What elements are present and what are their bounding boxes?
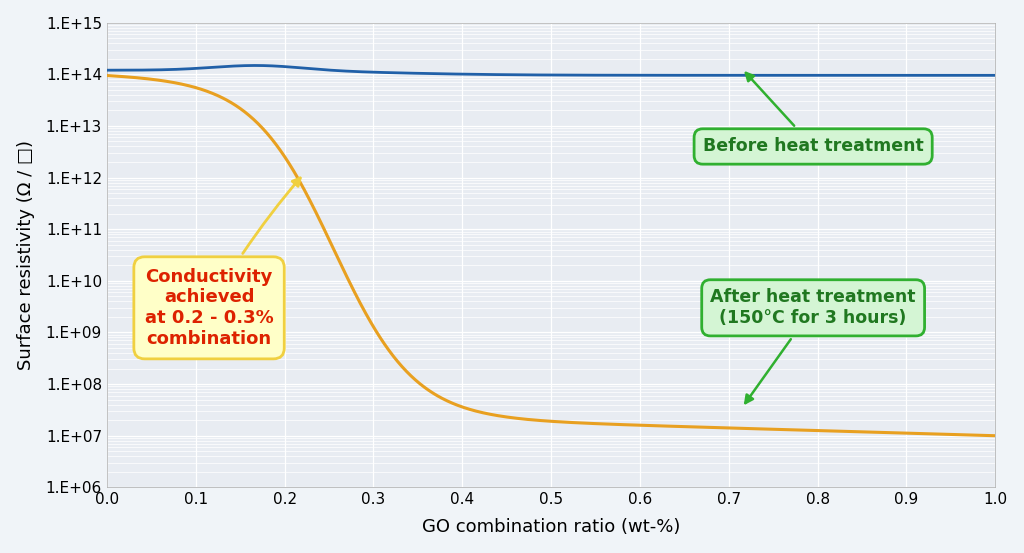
Text: Before heat treatment: Before heat treatment	[702, 73, 924, 155]
Text: After heat treatment
(150°C for 3 hours): After heat treatment (150°C for 3 hours)	[711, 289, 915, 403]
Y-axis label: Surface resistivity (Ω / □): Surface resistivity (Ω / □)	[16, 140, 35, 370]
Text: Conductivity
achieved
at 0.2 - 0.3%
combination: Conductivity achieved at 0.2 - 0.3% comb…	[144, 178, 300, 348]
X-axis label: GO combination ratio (wt-%): GO combination ratio (wt-%)	[422, 518, 680, 536]
